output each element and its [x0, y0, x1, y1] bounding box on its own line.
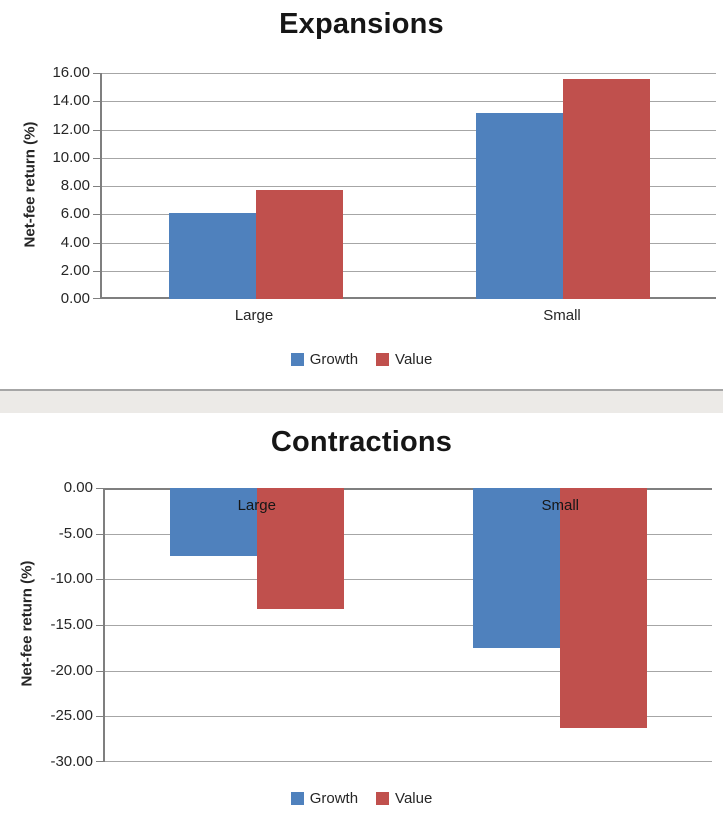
category-label-large: Large — [237, 497, 276, 514]
bar-growth-small — [473, 488, 561, 648]
expansions-chart: Expansions Net-fee return (%) Growth Valu… — [0, 0, 723, 389]
gridline — [102, 157, 716, 159]
y-tick-label: 6.00 — [60, 205, 90, 223]
legend-swatch-growth — [290, 353, 304, 366]
y-tick-label: 0.00 — [60, 290, 90, 307]
axis-tick — [93, 242, 100, 244]
bar-value-large — [255, 190, 343, 299]
axis-tick — [96, 716, 103, 718]
legend-swatch-growth — [290, 792, 304, 805]
bar-growth-large — [169, 488, 257, 556]
gridline — [102, 214, 716, 216]
axis-tick — [96, 761, 103, 762]
legend-label: Value — [395, 351, 433, 368]
bar-growth-small — [475, 112, 563, 299]
gridline — [102, 242, 716, 244]
legend-item-value: Value — [376, 351, 432, 368]
y-tick-label: 10.00 — [52, 148, 90, 166]
gridline — [102, 186, 716, 187]
axis-tick — [93, 270, 100, 272]
y-tick-label: -25.00 — [50, 707, 93, 725]
contractions-chart: Contractions Net-fee return (%) Large Sma… — [0, 413, 723, 823]
plot-area — [93, 73, 716, 299]
y-tick-label: 16.00 — [52, 64, 90, 81]
axis-tick — [93, 214, 100, 216]
axis-tick — [93, 73, 100, 74]
gridline — [105, 670, 712, 672]
gridline — [105, 625, 712, 626]
legend-label: Growth — [309, 351, 359, 368]
y-tick-label: 0.00 — [63, 479, 93, 496]
x-axis-zero-line — [102, 297, 716, 299]
gridline — [105, 761, 712, 762]
legend-swatch-value — [376, 353, 390, 366]
axis-tick — [96, 533, 103, 535]
y-tick-label: 12.00 — [52, 120, 90, 138]
gridline — [102, 129, 716, 131]
y-tick-label: -15.00 — [50, 616, 93, 633]
plot-area: Large Small — [96, 488, 712, 762]
axis-tick — [93, 129, 100, 131]
gridline — [105, 579, 712, 581]
legend-label: Value — [395, 790, 433, 807]
axis-tick — [93, 298, 100, 299]
category-label-small: Small — [543, 307, 581, 324]
x-axis-zero-line — [105, 488, 712, 490]
axis-tick — [96, 579, 103, 581]
bar-value-small — [560, 488, 648, 729]
axis-tick — [96, 625, 103, 626]
bar-growth-large — [168, 212, 256, 299]
legend-item-value: Value — [376, 790, 432, 807]
legend-swatch-value — [376, 792, 390, 805]
y-tick-label: 8.00 — [60, 177, 90, 194]
legend: Growth Value — [0, 790, 723, 807]
gridline — [105, 533, 712, 535]
y-tick-label: 2.00 — [60, 261, 90, 279]
axis-tick — [96, 488, 103, 489]
y-tick-label: -5.00 — [58, 524, 93, 542]
category-label-large: Large — [234, 307, 274, 324]
y-tick-label: 14.00 — [52, 92, 90, 110]
legend-item-growth: Growth — [290, 351, 359, 368]
legend: Growth Value — [0, 351, 723, 368]
y-tick-label: -20.00 — [50, 661, 93, 679]
gridline — [102, 73, 716, 74]
y-tick-label: 4.00 — [60, 233, 90, 251]
y-tick-label: -30.00 — [50, 753, 93, 770]
bar-value-small — [562, 78, 650, 299]
y-tick-label: -10.00 — [50, 570, 93, 588]
axis-tick — [93, 101, 100, 103]
axis-tick — [93, 186, 100, 187]
chart-title: Expansions — [279, 8, 444, 40]
section-divider — [0, 389, 723, 413]
gridline — [105, 716, 712, 718]
bar-value-large — [256, 488, 344, 610]
axis-tick — [96, 670, 103, 672]
gridline — [102, 270, 716, 272]
legend-label: Growth — [309, 790, 359, 807]
legend-item-growth: Growth — [290, 790, 359, 807]
category-label-small: Small — [541, 497, 580, 514]
axis-tick — [93, 157, 100, 159]
gridline — [102, 101, 716, 103]
chart-title: Contractions — [270, 426, 453, 458]
